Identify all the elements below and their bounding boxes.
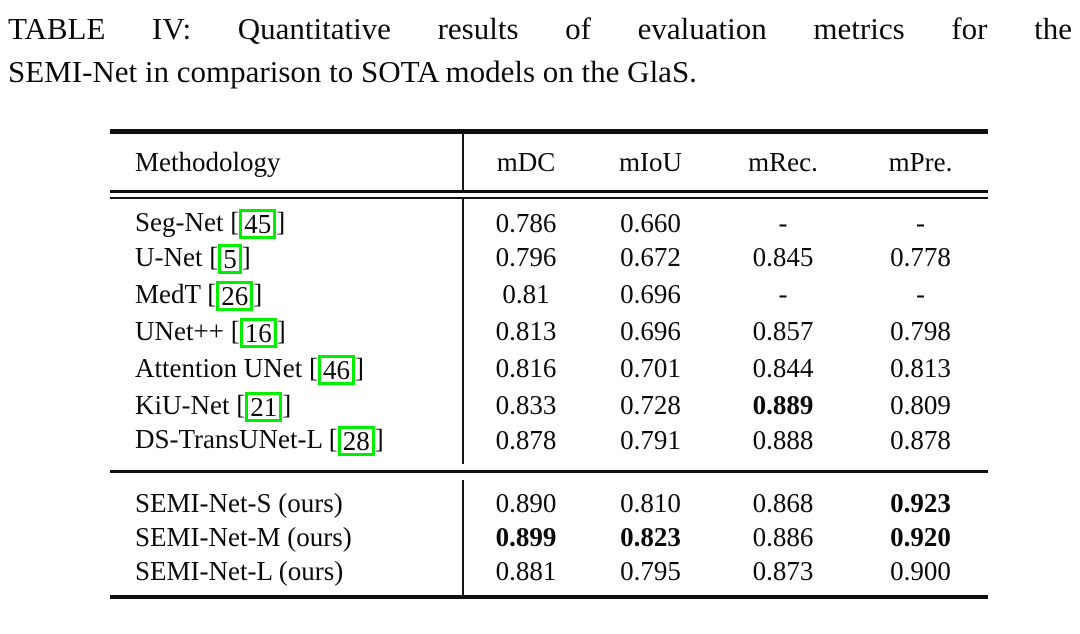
value-cell: 0.701: [620, 353, 681, 383]
value-cell: 0.857: [752, 316, 814, 346]
method-label: SEMI-Net-L (ours): [135, 556, 344, 586]
method-cell: DS-TransUNet-L [28]: [110, 424, 464, 464]
citation-link[interactable]: 16: [239, 317, 277, 348]
method-cell: SEMI-Net-L (ours): [110, 556, 464, 595]
citation-link[interactable]: 21: [245, 391, 283, 422]
table-row: Attention UNet [46] 0.816 0.701 0.844 0.813: [110, 350, 988, 387]
top-rule: [110, 129, 988, 134]
value-cell: 0.881: [495, 556, 557, 586]
method-label: KiU-Net: [135, 389, 230, 420]
value-cell: 0.873: [752, 556, 814, 586]
method-label: MedT: [135, 278, 201, 309]
table-row: Seg-Net [45] 0.786 0.660 - -: [110, 199, 988, 239]
col-header-miou: mIoU: [619, 146, 682, 177]
value-cell: 0.890: [495, 488, 557, 518]
method-label: UNet++: [135, 315, 224, 346]
value-cell: 0.786: [495, 207, 557, 238]
value-cell: -: [916, 279, 925, 309]
value-cell: 0.728: [620, 390, 681, 420]
value-cell: 0.696: [620, 279, 681, 309]
table-row: MedT [26] 0.81 0.696 - -: [110, 276, 988, 313]
citation-link[interactable]: 46: [317, 354, 355, 385]
value-cell: 0.696: [620, 316, 681, 346]
value-cell: 0.795: [620, 556, 681, 586]
method-label: SEMI-Net-M (ours): [135, 522, 352, 552]
table-row: KiU-Net [21] 0.833 0.728 0.889 0.809: [110, 387, 988, 424]
citation-link[interactable]: 28: [337, 426, 375, 456]
method-cell: Seg-Net [45]: [110, 199, 464, 239]
header-row: Methodology mDC mIoU mRec. mPre.: [110, 134, 988, 190]
value-cell: 0.796: [495, 242, 557, 272]
value-cell: 0.813: [495, 316, 557, 346]
value-cell: 0.81: [502, 279, 550, 309]
value-cell: 0.816: [495, 353, 557, 383]
header-double-rule-row: [110, 190, 988, 199]
value-cell: 0.920: [890, 522, 951, 552]
table-row: SEMI-Net-S (ours) 0.890 0.810 0.868 0.923: [110, 480, 988, 519]
table-row: SEMI-Net-L (ours) 0.881 0.795 0.873 0.900: [110, 556, 988, 595]
table-row: UNet++ [16] 0.813 0.696 0.857 0.798: [110, 313, 988, 350]
table-row: SEMI-Net-M (ours) 0.899 0.823 0.886 0.920: [110, 519, 988, 556]
value-cell: -: [778, 207, 788, 238]
col-header-mpre: mPre.: [888, 146, 953, 177]
method-cell: UNet++ [16]: [110, 313, 464, 350]
value-cell: 0.823: [620, 522, 681, 552]
value-cell: 0.886: [752, 522, 814, 552]
value-cell: 0.809: [890, 390, 951, 420]
value-cell: 0.798: [890, 316, 951, 346]
caption-line-1: TABLE IV: Quantitative results of evalua…: [8, 11, 1072, 46]
method-label: Seg-Net: [135, 207, 224, 237]
value-cell: 0.845: [752, 242, 814, 272]
value-cell: 0.778: [890, 242, 951, 272]
method-cell: U-Net [5]: [110, 239, 464, 276]
method-cell: MedT [26]: [110, 276, 464, 313]
section-divider-row: [110, 464, 988, 480]
method-cell: Attention UNet [46]: [110, 350, 464, 387]
method-label: U-Net: [135, 241, 203, 272]
value-cell: 0.672: [620, 242, 681, 272]
value-cell: 0.900: [890, 556, 951, 586]
citation-link[interactable]: 5: [218, 243, 242, 274]
value-cell: 0.878: [890, 424, 951, 455]
col-header-methodology: Methodology: [110, 134, 464, 190]
value-cell: 0.899: [495, 522, 557, 552]
value-cell: 0.878: [495, 424, 557, 455]
method-cell: SEMI-Net-M (ours): [110, 519, 464, 556]
value-cell: 0.888: [752, 424, 814, 455]
value-cell: 0.810: [620, 488, 681, 518]
table-body: Seg-Net [45] 0.786 0.660 - - U-Net [5] 0.796 0.…: [110, 199, 988, 599]
results-table: Methodology mDC mIoU mRec. mPre. Seg-Net…: [110, 129, 988, 599]
method-label: DS-TransUNet-L: [135, 424, 322, 454]
method-cell: KiU-Net [21]: [110, 387, 464, 424]
value-cell: -: [778, 279, 788, 309]
value-cell: 0.889: [752, 390, 814, 420]
caption-line-2: SEMI-Net in comparison to SOTA models on…: [8, 54, 697, 89]
mid-rule: [110, 470, 988, 473]
table-row: U-Net [5] 0.796 0.672 0.845 0.778: [110, 239, 988, 276]
method-label: SEMI-Net-S (ours): [135, 488, 343, 518]
col-header-mdc: mDC: [496, 146, 556, 177]
col-header-mrec: mRec.: [748, 146, 818, 177]
value-cell: 0.660: [620, 207, 681, 238]
top-rule-row: [110, 129, 988, 134]
method-label: Attention UNet: [135, 352, 303, 383]
bottom-rule: [110, 595, 988, 599]
value-cell: 0.791: [620, 424, 681, 455]
method-cell: SEMI-Net-S (ours): [110, 480, 464, 519]
value-cell: -: [916, 207, 925, 238]
value-cell: 0.923: [890, 488, 951, 518]
value-cell: 0.844: [752, 353, 814, 383]
bottom-rule-row: [110, 595, 988, 599]
citation-link[interactable]: 26: [216, 280, 254, 311]
double-rule: [110, 190, 988, 199]
value-cell: 0.833: [495, 390, 557, 420]
table-row: DS-TransUNet-L [28] 0.878 0.791 0.888 0.878: [110, 424, 988, 464]
value-cell: 0.868: [752, 488, 814, 518]
citation-link[interactable]: 45: [239, 209, 277, 239]
value-cell: 0.813: [890, 353, 951, 383]
table-caption: TABLE IV: Quantitative results of evalua…: [0, 0, 1080, 93]
